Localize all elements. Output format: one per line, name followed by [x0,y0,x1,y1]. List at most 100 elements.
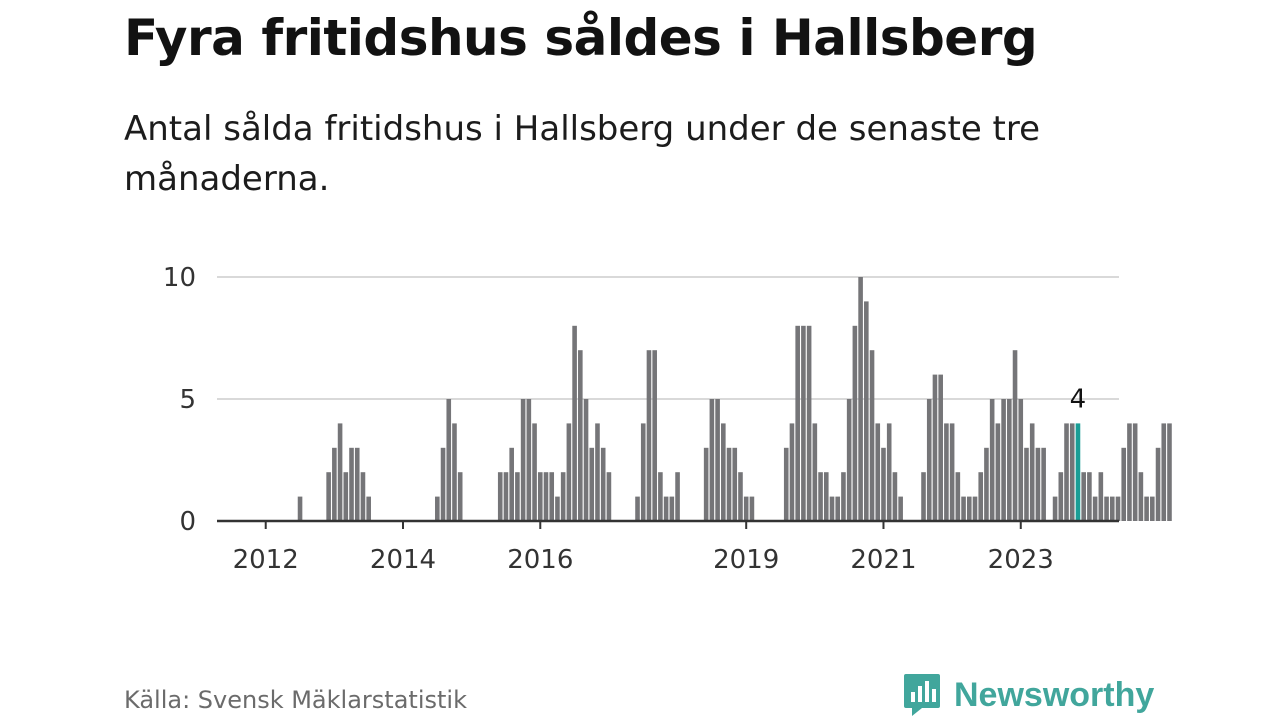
bar [297,496,303,521]
bar [1132,423,1138,521]
bar [1115,496,1121,521]
bar [972,496,978,521]
bar [892,472,898,521]
bar [578,350,583,521]
bar [1064,423,1069,521]
bar [1029,423,1035,521]
bar [532,423,537,521]
bar [898,496,903,521]
x-tick-label: 2012 [233,545,299,575]
bar [1138,472,1144,521]
bar [1058,472,1064,521]
x-tick-label: 2019 [713,545,779,575]
bar [572,325,577,521]
bar [1007,399,1012,521]
bar [852,325,858,521]
bar [795,325,800,521]
bar [1024,447,1029,521]
bar [829,496,835,521]
bar [1041,447,1046,521]
x-tick-label: 2021 [850,545,916,575]
bar [435,496,440,521]
bar [1144,496,1149,521]
bar [360,472,366,521]
bar [1161,423,1167,521]
bar [846,399,852,521]
bar [669,496,675,521]
bar [555,496,560,521]
bar [881,447,886,521]
bar [452,423,457,521]
bar [703,447,709,521]
bar [955,472,961,521]
bar [1155,447,1161,521]
bar [1035,447,1041,521]
bar [1098,472,1104,521]
bar [944,423,949,521]
bar [949,423,955,521]
bar [337,423,343,521]
bar [658,472,663,521]
bar [886,423,892,521]
bar [995,423,1001,521]
bar [1150,496,1155,521]
bar [606,472,612,521]
y-tick-label: 10 [163,263,196,293]
bar [635,496,640,521]
bar [566,423,572,521]
bar [749,496,755,521]
bar [978,472,984,521]
bar [989,399,995,521]
brand-logo[interactable]: Newsworthy [902,672,1154,718]
bar [326,472,331,521]
bar [961,496,966,521]
bar [560,472,566,521]
bar [932,374,938,521]
bar [818,472,823,521]
x-tick-label: 2023 [988,545,1054,575]
bar [595,423,600,521]
bar [806,325,812,521]
bar [343,472,349,521]
bar [526,399,532,521]
bar [1127,423,1132,521]
bar [640,423,646,521]
bar [1012,350,1018,521]
bar [1092,496,1098,521]
bar [738,472,743,521]
bar [332,447,337,521]
bar [966,496,972,521]
bar [709,399,715,521]
bar [583,399,589,521]
x-tick-label: 2014 [370,545,436,575]
bar [509,447,514,521]
bar [1081,472,1086,521]
bar [549,472,555,521]
bar [743,496,749,521]
bar [926,399,932,521]
bar [663,496,669,521]
bar [652,350,657,521]
bar [864,301,869,521]
newsworthy-logo-icon [904,674,940,716]
bar [646,350,652,521]
bar [869,350,875,521]
bar-chart: 0 5 10 2012 2014 2016 2019 2021 2023 4 [163,263,1172,575]
bar [721,423,726,521]
bar [440,447,446,521]
bar [457,472,463,521]
bar [354,447,360,521]
bar [812,423,818,521]
bar [1052,496,1058,521]
highlight-data-label: 4 [1070,384,1087,414]
chart-subtitle: Antal sålda fritidshus i Hallsberg under… [124,109,1041,199]
source-note: Källa: Svensk Mäklarstatistik [124,686,467,714]
bar [537,472,543,521]
bar [543,472,549,521]
bar [715,399,720,521]
bar [503,472,509,521]
brand-name: Newsworthy [954,675,1155,714]
bar [589,447,595,521]
bar [789,423,795,521]
bar [497,472,503,521]
